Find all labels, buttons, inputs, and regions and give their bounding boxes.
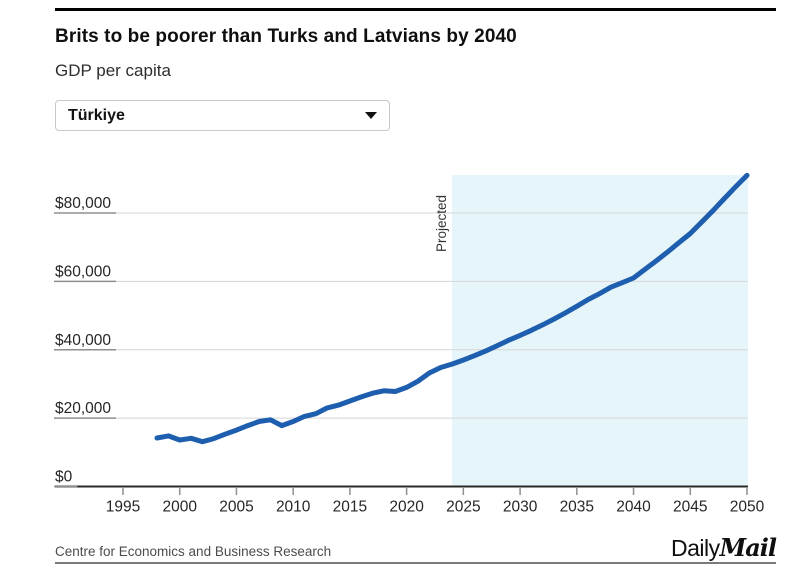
x-tick-label: 2010 [276,499,311,516]
bottom-rule [55,562,776,564]
chart-subtitle: GDP per capita [55,61,171,80]
y-tick-label: $20,000 [55,400,111,417]
x-tick-label: 2045 [673,499,707,516]
footer: Centre for Economics and Business Resear… [55,533,777,562]
x-tick-label: 1995 [106,499,140,516]
dailymail-logo-mail: Mail [719,533,777,562]
y-axis-labels: $0 $20,000 $40,000 $60,000 $80,000 [54,195,117,488]
top-rule [55,8,776,11]
country-select-value: Türkiye [68,106,125,124]
x-tick-label: 2020 [389,499,424,516]
source-credit: Centre for Economics and Business Resear… [55,544,332,559]
x-tick-label: 2025 [446,499,480,516]
x-tick-label: 2015 [333,499,367,516]
dailymail-logo-daily: Daily [671,535,720,561]
country-select[interactable]: Türkiye [55,100,390,131]
projected-annotation: Projected [434,195,449,252]
y-tick-label: $0 [55,469,73,486]
chart-title: Brits to be poorer than Turks and Latvia… [55,26,517,47]
gdp-line-turkiye [154,172,750,445]
x-tick-label: 2030 [503,499,538,516]
gridlines [55,212,748,419]
chevron-down-icon [365,112,377,119]
x-axis-ticks: 1995 2000 2005 2010 2015 2020 2025 2030 2035 2040… [106,488,765,516]
x-tick-label: 2050 [730,499,765,516]
y-tick-label: $60,000 [55,263,111,280]
x-tick-label: 2040 [616,499,651,516]
x-tick-label: 2005 [219,499,253,516]
y-tick-label: $40,000 [55,332,111,349]
dailymail-logo: DailyMail [671,533,777,562]
x-tick-label: 2000 [162,499,197,516]
gdp-line-chart: 1995 2000 2005 2010 2015 2020 2025 2030 2035 2040… [54,172,765,516]
y-tick-label: $80,000 [55,195,111,212]
x-tick-label: 2035 [560,499,594,516]
